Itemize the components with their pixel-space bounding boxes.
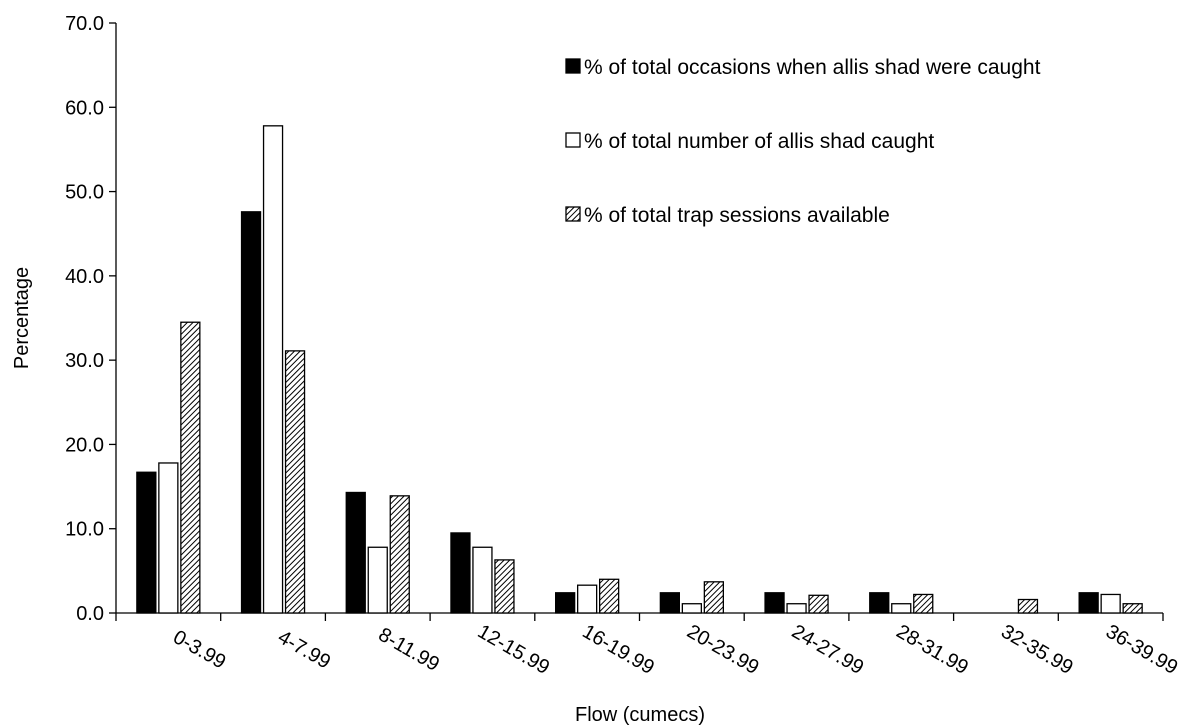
bar-series-1 [869,592,890,614]
x-tick-label: 32-35.99 [997,621,1076,680]
plot-area: 0.0 10.0 20.0 30.0 40.0 50.0 60.0 70.0 0-3.99 4-7… [65,13,1181,679]
y-tick-label: 30.0 [65,350,104,372]
bar-series-1 [450,532,471,614]
bar-series-2 [262,125,284,614]
bar-series-3 [808,594,829,614]
legend-swatch [565,206,581,222]
y-tick-label: 20.0 [65,434,104,456]
legend-label: % of total number of allis shad caught [584,130,934,153]
bar-series-1 [555,592,576,614]
bar-series-2 [472,546,493,614]
x-tick-label: 8-11.99 [375,624,443,676]
y-tick-label: 50.0 [65,182,104,204]
x-tick-label: 0-3.99 [169,626,229,673]
y-tick-label: 0.0 [76,603,104,625]
x-tick-label: 28-31.99 [893,621,972,680]
bar-series-1 [659,592,680,614]
bar-series-2 [891,603,912,614]
bar-series-1 [1078,592,1099,614]
bar-series-1 [136,471,157,614]
x-tick-label: 24-27.99 [788,621,867,680]
bar-series-2 [786,603,807,614]
bar-series-3 [284,350,306,614]
y-tick-label: 60.0 [65,97,104,119]
x-tick-label: 20-23.99 [683,621,762,680]
x-axis-label: Flow (cumecs) [575,704,705,726]
bar-series-1 [764,592,785,614]
x-tick-label: 12-15.99 [474,621,553,680]
bar-series-3 [1122,603,1143,614]
y-tick-label: 70.0 [65,13,104,35]
y-axis-label: Percentage [11,267,33,369]
bar-series-2 [681,603,702,614]
x-tick-label: 4-7.99 [274,626,334,673]
bar-series-1 [240,211,262,614]
y-tick-label: 40.0 [65,266,104,288]
y-tick-label: 10.0 [65,519,104,541]
legend-label: % of total trap sessions available [584,204,890,227]
bar-series-3 [599,578,620,614]
legend-swatch [565,132,581,148]
x-tick-label: 16-19.99 [578,621,657,680]
bar-series-2 [158,462,179,614]
x-tick-label: 36-39.99 [1102,621,1181,680]
bar-series-3 [494,559,515,614]
bar-series-1 [345,491,366,614]
bar-series-3 [180,321,201,614]
legend-swatch [565,58,581,74]
bar-series-3 [1017,598,1039,614]
bar-series-2 [577,584,598,614]
bar-series-2 [1100,593,1121,614]
bar-series-3 [389,495,410,614]
legend: % of total occasions when allis shad wer… [565,56,1041,227]
legend-label: % of total occasions when allis shad wer… [584,56,1041,79]
bar-series-3 [703,581,724,614]
bar-series-2 [367,546,388,614]
bar-series-3 [913,593,934,614]
